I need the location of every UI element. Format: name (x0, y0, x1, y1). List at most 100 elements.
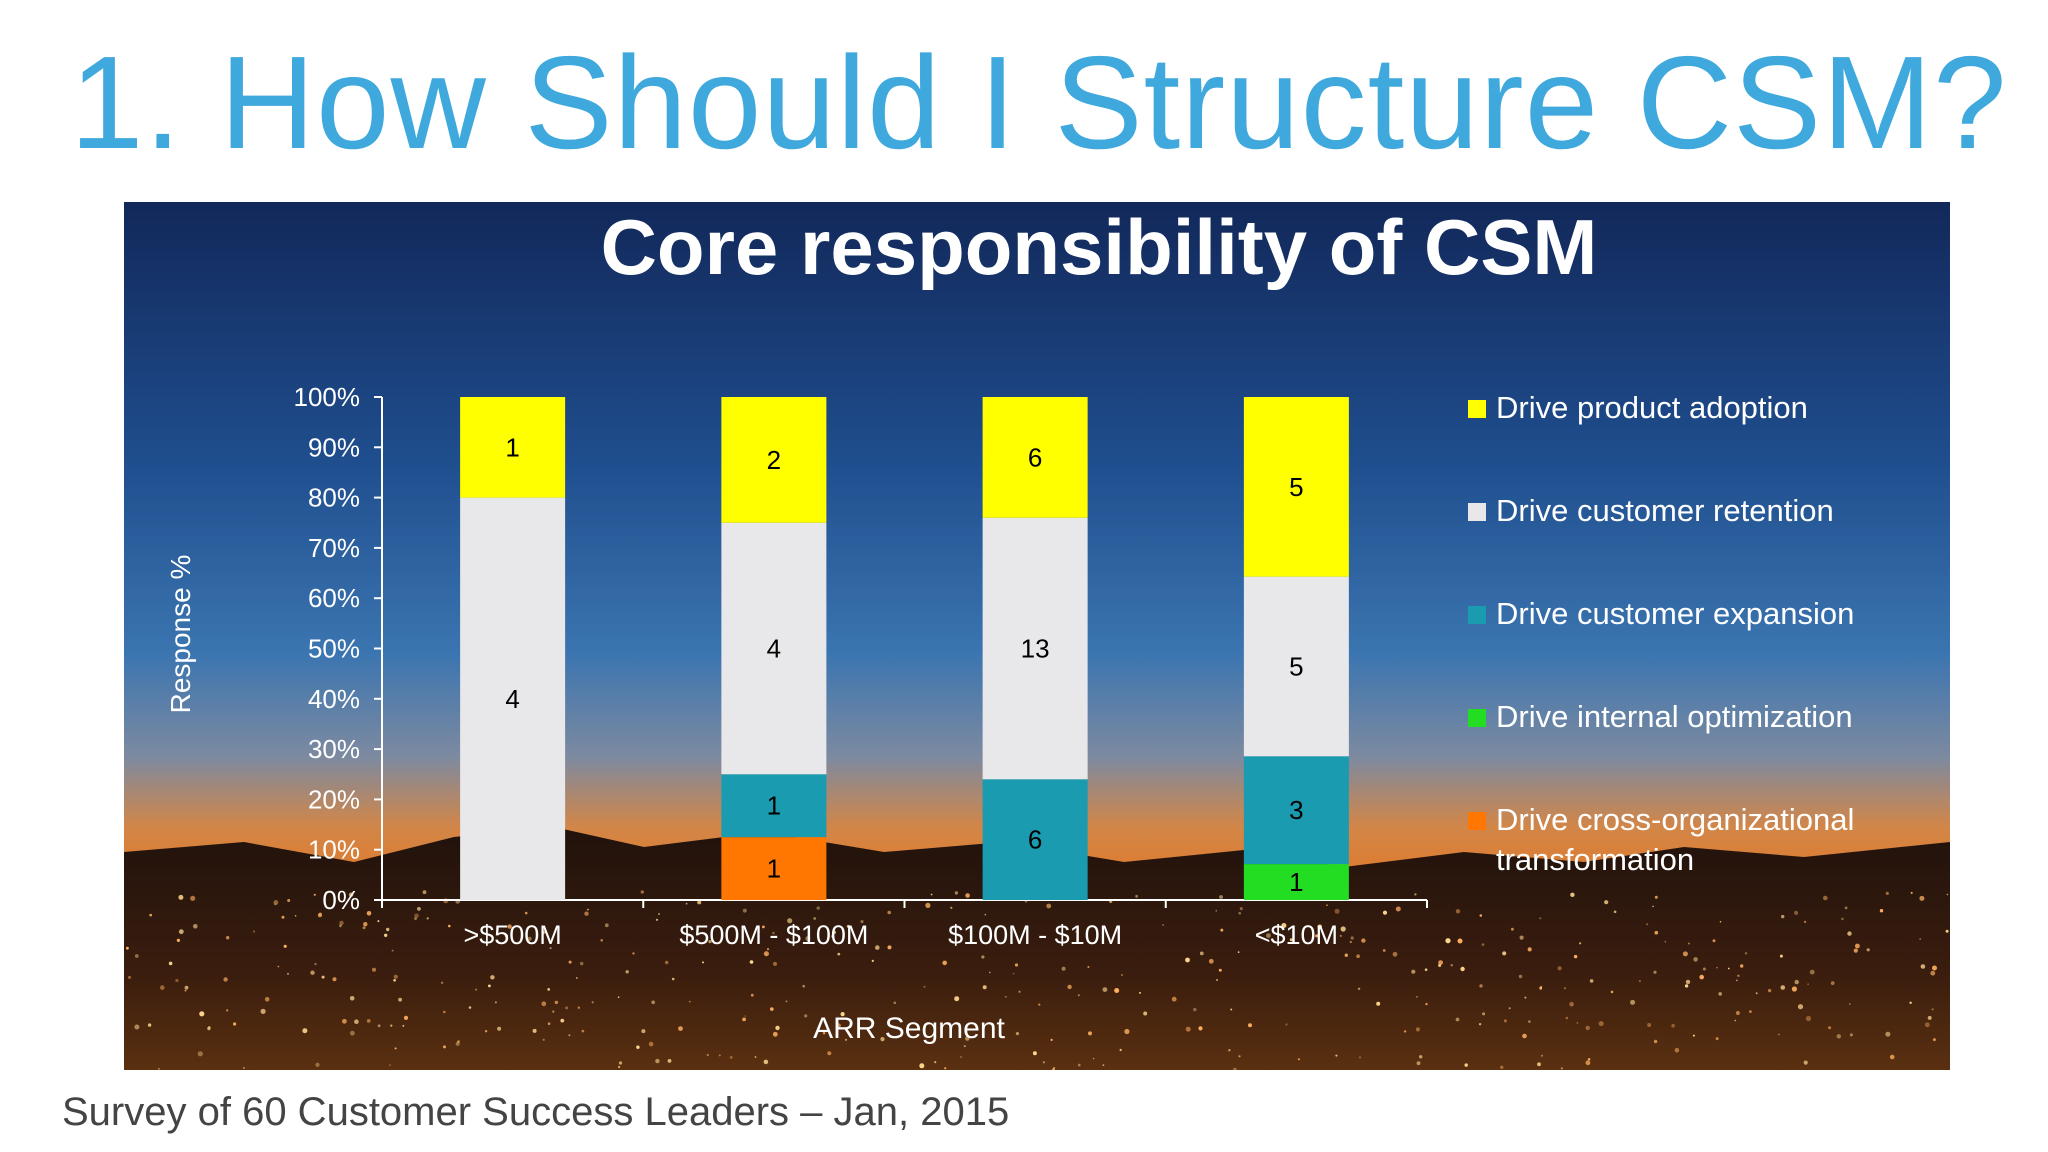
city-light (827, 1051, 832, 1056)
legend-swatch (1468, 709, 1486, 727)
city-light (641, 1029, 646, 1034)
city-light (805, 936, 811, 942)
city-light (1416, 995, 1418, 998)
city-light (1653, 970, 1657, 974)
city-light (575, 977, 578, 979)
city-light (1339, 934, 1343, 938)
city-light (403, 1015, 409, 1021)
city-light (1737, 974, 1740, 977)
city-light (274, 903, 277, 906)
city-light (787, 918, 793, 924)
city-light (349, 996, 355, 1001)
city-light (580, 961, 584, 966)
legend-swatch (1468, 606, 1486, 624)
city-light (1220, 928, 1224, 932)
city-light (389, 1064, 391, 1066)
legend-label: Drive product adoption (1496, 390, 1808, 425)
city-light (497, 1026, 502, 1031)
city-light (1849, 1033, 1853, 1037)
city-light (742, 908, 747, 913)
city-light (1143, 1011, 1148, 1016)
city-light (184, 989, 187, 992)
y-axis-label: Response % (165, 555, 196, 714)
city-light (1004, 995, 1007, 998)
city-light (1715, 1037, 1719, 1041)
city-light (422, 890, 427, 895)
city-light (1807, 983, 1809, 985)
city-light (965, 1036, 970, 1041)
city-light (264, 997, 270, 1002)
city-light (1356, 954, 1360, 958)
city-light (414, 917, 417, 921)
city-light (1334, 908, 1340, 914)
city-light (802, 984, 805, 988)
bar-segment-drive-cross-organizational-transformation (721, 837, 827, 900)
city-light (1647, 1023, 1652, 1027)
city-light (1508, 1007, 1511, 1010)
city-light (384, 933, 388, 937)
chart-title: Core responsibility of CSM (601, 203, 1598, 291)
city-light (542, 1038, 545, 1041)
city-light (1889, 1054, 1895, 1060)
city-light (128, 975, 131, 979)
city-light (1460, 966, 1465, 972)
city-light (1392, 951, 1398, 957)
city-light (1885, 891, 1889, 896)
city-light (199, 1011, 205, 1017)
city-light (893, 1001, 897, 1005)
city-light (1120, 973, 1124, 977)
city-light (1718, 992, 1722, 996)
city-light (671, 977, 675, 981)
city-light (658, 913, 660, 915)
city-light (1511, 927, 1514, 931)
city-light (1847, 931, 1852, 936)
city-light (134, 1024, 140, 1030)
city-light (1411, 969, 1416, 974)
city-light (981, 955, 985, 959)
city-light (1794, 910, 1799, 916)
city-light (919, 1063, 925, 1069)
city-light (1587, 1058, 1591, 1061)
city-light (1046, 903, 1052, 909)
y-tick-label: 90% (308, 432, 360, 462)
city-light (1482, 1012, 1486, 1016)
city-light (844, 1038, 848, 1041)
city-light (488, 984, 491, 988)
city-light (618, 1061, 623, 1065)
city-light (568, 960, 572, 964)
city-light (440, 981, 444, 984)
city-light (1018, 990, 1021, 993)
city-light (744, 1015, 747, 1017)
city-light (1734, 1019, 1737, 1022)
city-light (1830, 981, 1835, 985)
city-light (754, 1056, 757, 1058)
city-light (1050, 1038, 1053, 1041)
city-light (339, 920, 344, 926)
city-light (963, 1045, 966, 1048)
city-light (315, 1062, 320, 1067)
city-light (1218, 968, 1222, 972)
city-light (1685, 979, 1691, 985)
city-light (1518, 974, 1523, 979)
city-light (1855, 943, 1860, 949)
city-light (1281, 923, 1287, 928)
city-light (708, 940, 712, 944)
city-light (1424, 968, 1428, 971)
city-light (1248, 1023, 1252, 1028)
city-light (1092, 1057, 1095, 1060)
city-light (348, 892, 354, 897)
city-light (394, 1047, 397, 1050)
city-light (1919, 895, 1925, 901)
legend-label: Drive customer expansion (1496, 596, 1854, 631)
city-light (1500, 1065, 1504, 1069)
city-light (1841, 917, 1844, 921)
bar-stack-500m: 41 (460, 397, 566, 900)
city-light (1604, 900, 1609, 905)
city-light (702, 961, 704, 964)
city-light (391, 949, 394, 952)
city-light (1674, 1047, 1680, 1053)
city-light (1828, 1026, 1832, 1030)
city-light (1038, 1003, 1041, 1006)
city-light (685, 902, 688, 905)
city-light (1930, 970, 1936, 976)
